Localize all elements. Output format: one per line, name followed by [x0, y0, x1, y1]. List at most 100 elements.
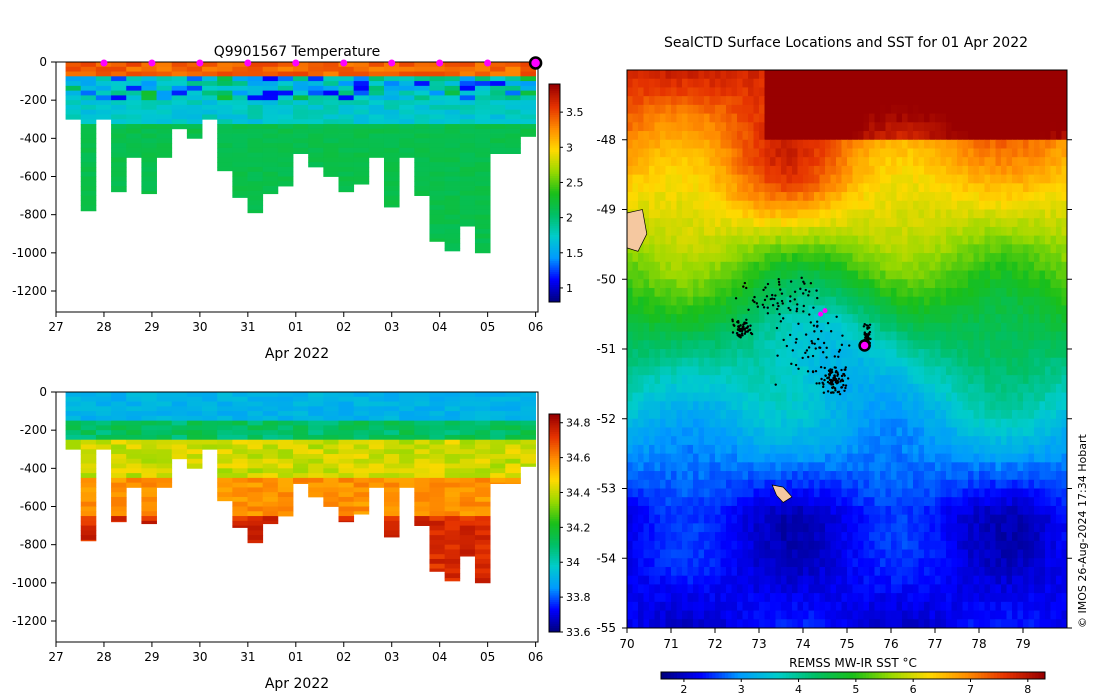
sst-cell — [891, 270, 898, 280]
sst-cell — [682, 305, 689, 315]
sst-cell — [1056, 261, 1063, 272]
salinity-cell — [323, 463, 339, 469]
sst-cell — [995, 192, 1002, 202]
sst-cell — [1034, 383, 1041, 394]
sst-cell — [935, 104, 942, 115]
sst-cell — [654, 314, 661, 324]
sst-cell — [896, 113, 903, 123]
sst-cell — [814, 401, 821, 411]
salinity-cell — [368, 444, 385, 450]
sst-cell — [852, 148, 859, 158]
salinity-colorbar-segment — [549, 625, 560, 629]
sst-cell — [665, 392, 672, 402]
sst-cell — [1056, 96, 1063, 106]
sst-cell — [858, 287, 865, 298]
salinity-cell — [156, 406, 173, 412]
sst-cell — [1028, 165, 1035, 176]
sst-cell — [715, 96, 722, 106]
temperature-cell — [217, 90, 233, 96]
sst-cell — [907, 279, 914, 289]
salinity-cell — [217, 492, 233, 498]
salinity-cell — [474, 492, 491, 498]
temperature-cell — [308, 119, 324, 125]
salinity-cell — [429, 506, 446, 512]
sst-cell — [847, 244, 854, 254]
sst-cell — [913, 226, 920, 237]
sst-cell — [896, 218, 903, 228]
sst-cell — [995, 392, 1002, 402]
sst-cell — [869, 383, 876, 394]
sst-cell — [803, 287, 810, 298]
sst-cell — [814, 209, 821, 219]
sst-cell — [759, 148, 766, 158]
temperature-cell — [217, 119, 233, 125]
sst-cell — [1023, 78, 1030, 89]
sst-cell — [940, 366, 947, 376]
sst-cell — [1034, 349, 1041, 359]
sst-cell — [731, 366, 738, 376]
sst-cell — [902, 131, 909, 141]
temperature-cell — [126, 81, 142, 87]
sst-cell — [962, 244, 969, 254]
temperature-cell — [308, 143, 324, 149]
sst-cell — [720, 139, 727, 150]
sst-cell — [847, 96, 854, 106]
temperature-cell — [429, 85, 446, 92]
sst-cell — [720, 322, 727, 333]
temperature-cell — [323, 76, 339, 82]
sst-cell — [847, 287, 854, 298]
sst-cell — [907, 70, 914, 80]
sst-cell — [979, 183, 986, 193]
sst-cell — [885, 165, 892, 176]
sst-cell — [709, 148, 716, 158]
temperature-cell — [232, 100, 248, 106]
salinity-cell — [459, 530, 476, 536]
sst-cell — [1012, 139, 1019, 150]
sst-cell — [995, 261, 1002, 272]
sst-cell — [781, 366, 788, 376]
sst-cell — [731, 244, 738, 254]
salinity-cell — [368, 401, 385, 407]
sst-cell — [731, 279, 738, 289]
temperature-colorbar-segment — [549, 147, 560, 150]
sst-cell — [1001, 96, 1008, 106]
temperature-cell — [459, 157, 476, 163]
sst-cell — [962, 113, 969, 123]
sst-cell — [830, 279, 837, 289]
sst-cell — [825, 314, 832, 324]
temperature-cell — [490, 119, 506, 125]
sst-cell — [885, 183, 892, 193]
sst-cell — [863, 383, 870, 394]
temperature-cell — [80, 119, 97, 125]
temperature-cell — [80, 205, 97, 211]
sst-cell — [704, 349, 711, 359]
sst-cell — [995, 270, 1002, 280]
temperature-cell — [308, 109, 324, 115]
temperature-cell — [459, 119, 476, 125]
sst-cell — [759, 366, 766, 376]
temperature-cell — [95, 76, 112, 82]
sst-cell — [627, 70, 634, 80]
temperature-cell — [277, 114, 294, 120]
sst-cell — [764, 113, 771, 123]
sst-cell — [808, 139, 815, 150]
sst-cell — [852, 192, 859, 202]
temperature-x-tick-label: 27 — [48, 320, 63, 334]
sst-cell — [687, 209, 694, 219]
sst-cell — [885, 96, 892, 106]
temperature-cell — [505, 147, 521, 154]
sst-cell — [671, 349, 678, 359]
sst-cell — [786, 357, 793, 368]
sst-cell — [676, 96, 683, 106]
temperature-cell — [232, 62, 248, 68]
salinity-cell — [232, 492, 248, 498]
sst-cell — [682, 78, 689, 89]
sst-cell — [649, 331, 656, 341]
sst-cell — [753, 392, 760, 402]
temperature-cell — [399, 62, 415, 68]
sst-cell — [990, 218, 997, 228]
sst-cell — [660, 253, 667, 263]
sst-cell — [1061, 349, 1067, 359]
temperature-colorbar-segment — [549, 149, 560, 153]
salinity-cell — [126, 396, 142, 402]
